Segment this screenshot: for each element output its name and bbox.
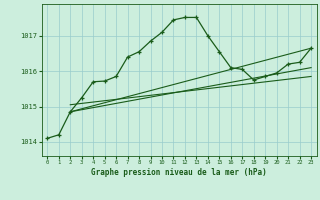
X-axis label: Graphe pression niveau de la mer (hPa): Graphe pression niveau de la mer (hPa) [91, 168, 267, 177]
